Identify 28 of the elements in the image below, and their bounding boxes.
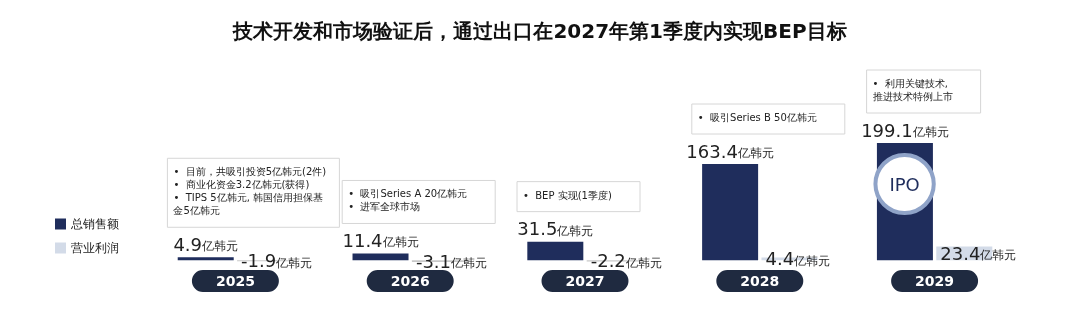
- x-tick-label: 2026: [390, 273, 430, 289]
- data-label: 163.4亿韩元: [686, 140, 774, 162]
- legend-label: 总销售额: [70, 217, 119, 231]
- x-tick-label: 2025: [215, 273, 255, 289]
- x-tick-label: 2029: [915, 273, 955, 289]
- data-label: 23.4亿韩元: [940, 242, 1017, 264]
- data-label: -3.1亿韩元: [415, 250, 487, 272]
- x-tick-label: 2028: [740, 273, 780, 289]
- annotation: • BEP 实现(1季度): [523, 189, 612, 201]
- data-label: 11.4亿韩元: [342, 229, 419, 251]
- data-label: 4.4亿韩元: [765, 248, 831, 270]
- text: • 吸引Series B 50亿韩元: [697, 112, 817, 124]
- text: • 利用关键技术, 推进技术特例上市: [872, 78, 953, 102]
- data-label: 4.9亿韩元: [173, 233, 239, 255]
- data-label: -1.9亿韩元: [241, 250, 313, 272]
- data-label: 199.1亿韩元: [861, 119, 949, 141]
- annotation: • 目前，共吸引投资5亿韩元(2件) • 商业化资金3.2亿韩元(获得) • TIPS 5亿韩元, 韩国信用担保基金5亿韩元: [173, 166, 327, 217]
- bar: [352, 253, 409, 261]
- bar: [702, 164, 759, 261]
- legend-label: 营业利润: [71, 241, 119, 255]
- bar: [527, 241, 584, 261]
- chart-title: 技术开发和市场验证后，通过出口在2027年第1季度内实现BEP目标: [232, 19, 847, 43]
- data-label: 31.5亿韩元: [517, 218, 594, 240]
- x-tick-label: 2027: [565, 273, 605, 289]
- annotation: • 吸引Series A 20亿韩元 • 进军全球市场: [348, 188, 468, 213]
- data-label: -2.2亿韩元: [590, 250, 662, 272]
- annotation: IPO: [889, 173, 920, 195]
- bar: [177, 257, 234, 261]
